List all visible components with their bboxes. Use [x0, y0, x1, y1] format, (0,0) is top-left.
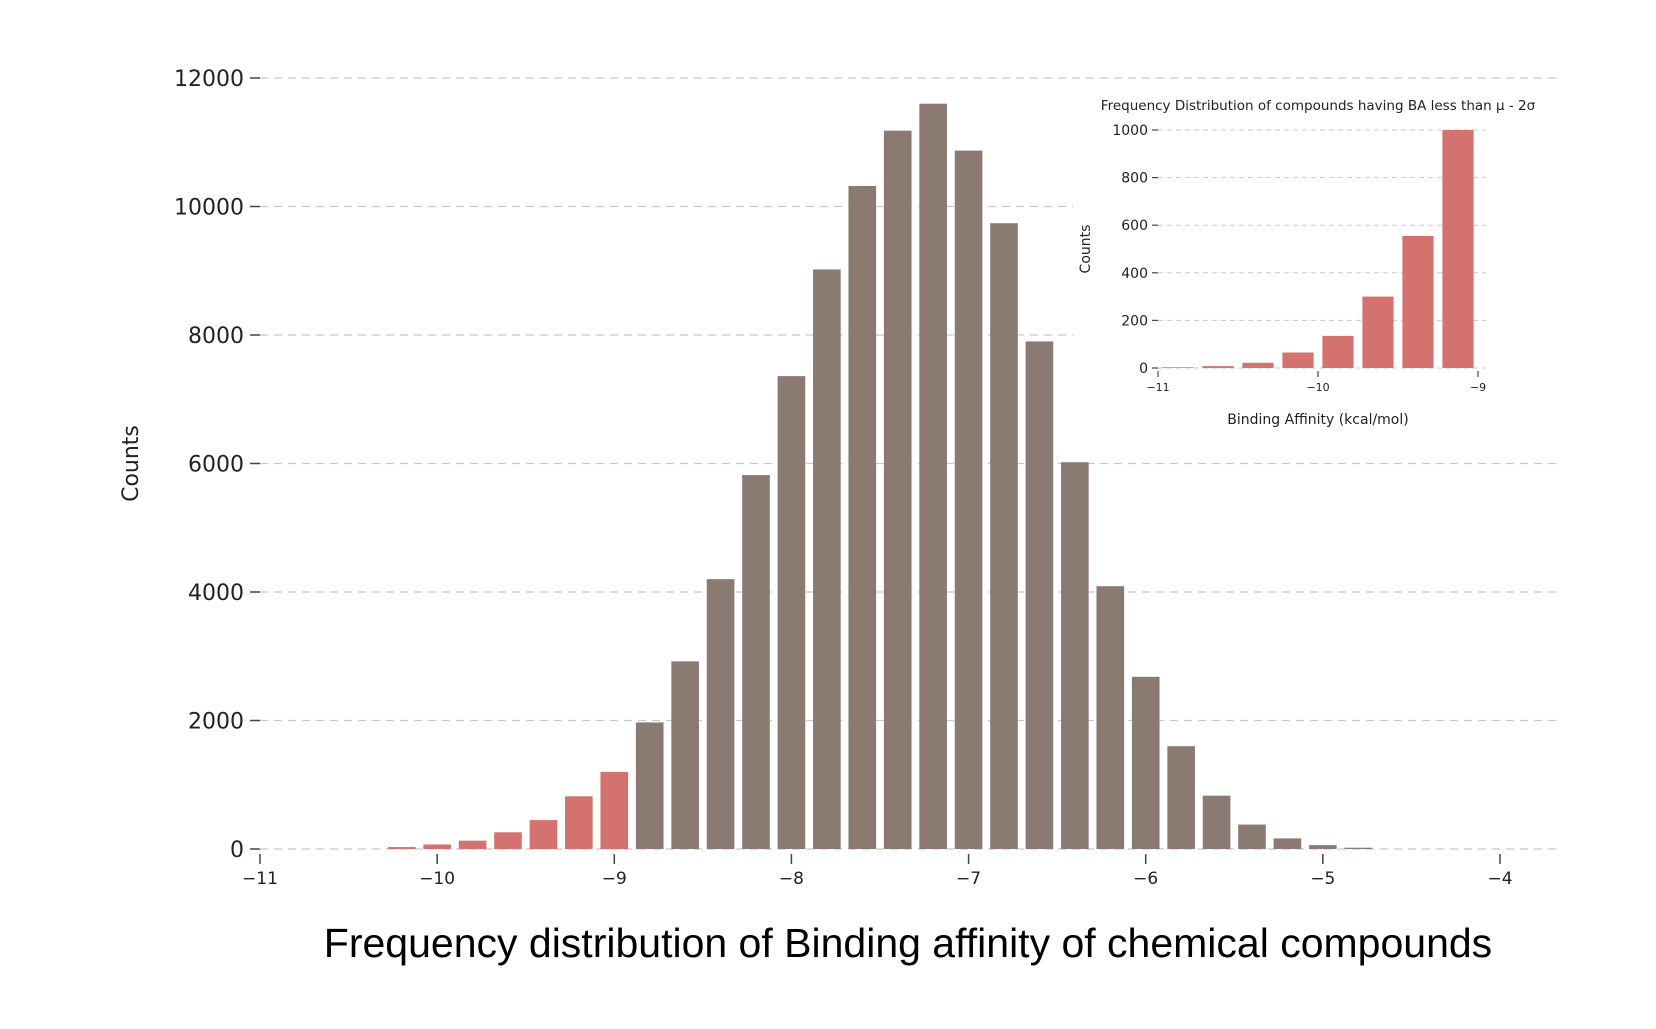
main-bar — [1344, 847, 1373, 849]
inset-bar — [1242, 362, 1274, 368]
main-bar — [1167, 746, 1195, 849]
main-bar — [423, 844, 451, 849]
figure-caption: Frequency distribution of Binding affini… — [323, 920, 1493, 966]
main-bar — [565, 796, 593, 849]
main-bar — [458, 840, 487, 849]
main-y-tick-label: 0 — [230, 838, 244, 863]
main-bar — [1309, 845, 1337, 849]
inset-x-tick-label: −9 — [1470, 381, 1486, 394]
main-bar — [742, 475, 770, 849]
inset-y-tick-label: 200 — [1121, 313, 1148, 329]
main-bar — [494, 832, 522, 849]
inset-background — [1073, 92, 1563, 445]
main-bar — [883, 130, 912, 849]
main-bar — [1131, 676, 1160, 849]
main-bar — [1202, 795, 1231, 849]
main-x-tick-label: −8 — [779, 869, 804, 889]
main-y-tick-label: 12000 — [174, 67, 244, 92]
main-bar — [1273, 838, 1302, 849]
main-x-tick-label: −10 — [419, 869, 455, 889]
main-bar — [954, 150, 983, 850]
main-bar — [777, 376, 806, 849]
main-bar — [990, 223, 1018, 849]
main-y-tick-label: 4000 — [188, 581, 244, 606]
main-bar — [919, 103, 947, 849]
main-y-axis-label: Counts — [119, 425, 144, 502]
main-y-tick-label: 2000 — [188, 709, 244, 734]
main-bar — [813, 269, 841, 850]
main-bar — [529, 820, 558, 849]
inset-y-tick-label: 600 — [1121, 218, 1148, 234]
main-bar — [1025, 341, 1054, 849]
inset-x-tick-label: −11 — [1146, 381, 1169, 394]
main-bar — [706, 579, 735, 849]
main-x-tick-label: −11 — [242, 869, 278, 889]
inset-bar — [1282, 352, 1314, 368]
main-bar — [848, 185, 877, 849]
main-bar — [1096, 586, 1125, 849]
main-x-tick-label: −5 — [1310, 869, 1335, 889]
inset-y-tick-label: 0 — [1139, 361, 1148, 377]
main-bar — [1061, 462, 1089, 849]
inset-bar — [1442, 130, 1474, 368]
inset-bar — [1162, 367, 1194, 368]
main-bar — [635, 722, 664, 849]
inset-bar — [1202, 366, 1234, 368]
main-x-tick-label: −4 — [1487, 869, 1512, 889]
inset-bar — [1402, 235, 1434, 368]
inset-y-tick-label: 400 — [1121, 266, 1148, 282]
main-bar — [600, 771, 629, 849]
main-bar — [1238, 824, 1266, 849]
inset-y-tick-label: 1000 — [1112, 123, 1148, 139]
main-x-tick-label: −6 — [1133, 869, 1158, 889]
main-bar — [387, 847, 416, 849]
inset-y-axis-label: Counts — [1078, 225, 1094, 274]
inset-bar — [1322, 335, 1354, 368]
main-y-tick-label: 6000 — [188, 452, 244, 477]
main-x-tick-label: −9 — [602, 869, 627, 889]
inset-y-tick-label: 800 — [1121, 171, 1148, 187]
main-y-tick-label: 10000 — [174, 195, 244, 220]
main-bar — [671, 661, 699, 849]
inset-bar — [1362, 296, 1394, 368]
main-y-tick-label: 8000 — [188, 324, 244, 349]
inset-title: Frequency Distribution of compounds havi… — [1101, 98, 1536, 114]
inset-x-tick-label: −10 — [1306, 381, 1329, 394]
main-x-tick-label: −7 — [956, 869, 981, 889]
inset-x-axis-label: Binding Affinity (kcal/mol) — [1227, 412, 1408, 428]
